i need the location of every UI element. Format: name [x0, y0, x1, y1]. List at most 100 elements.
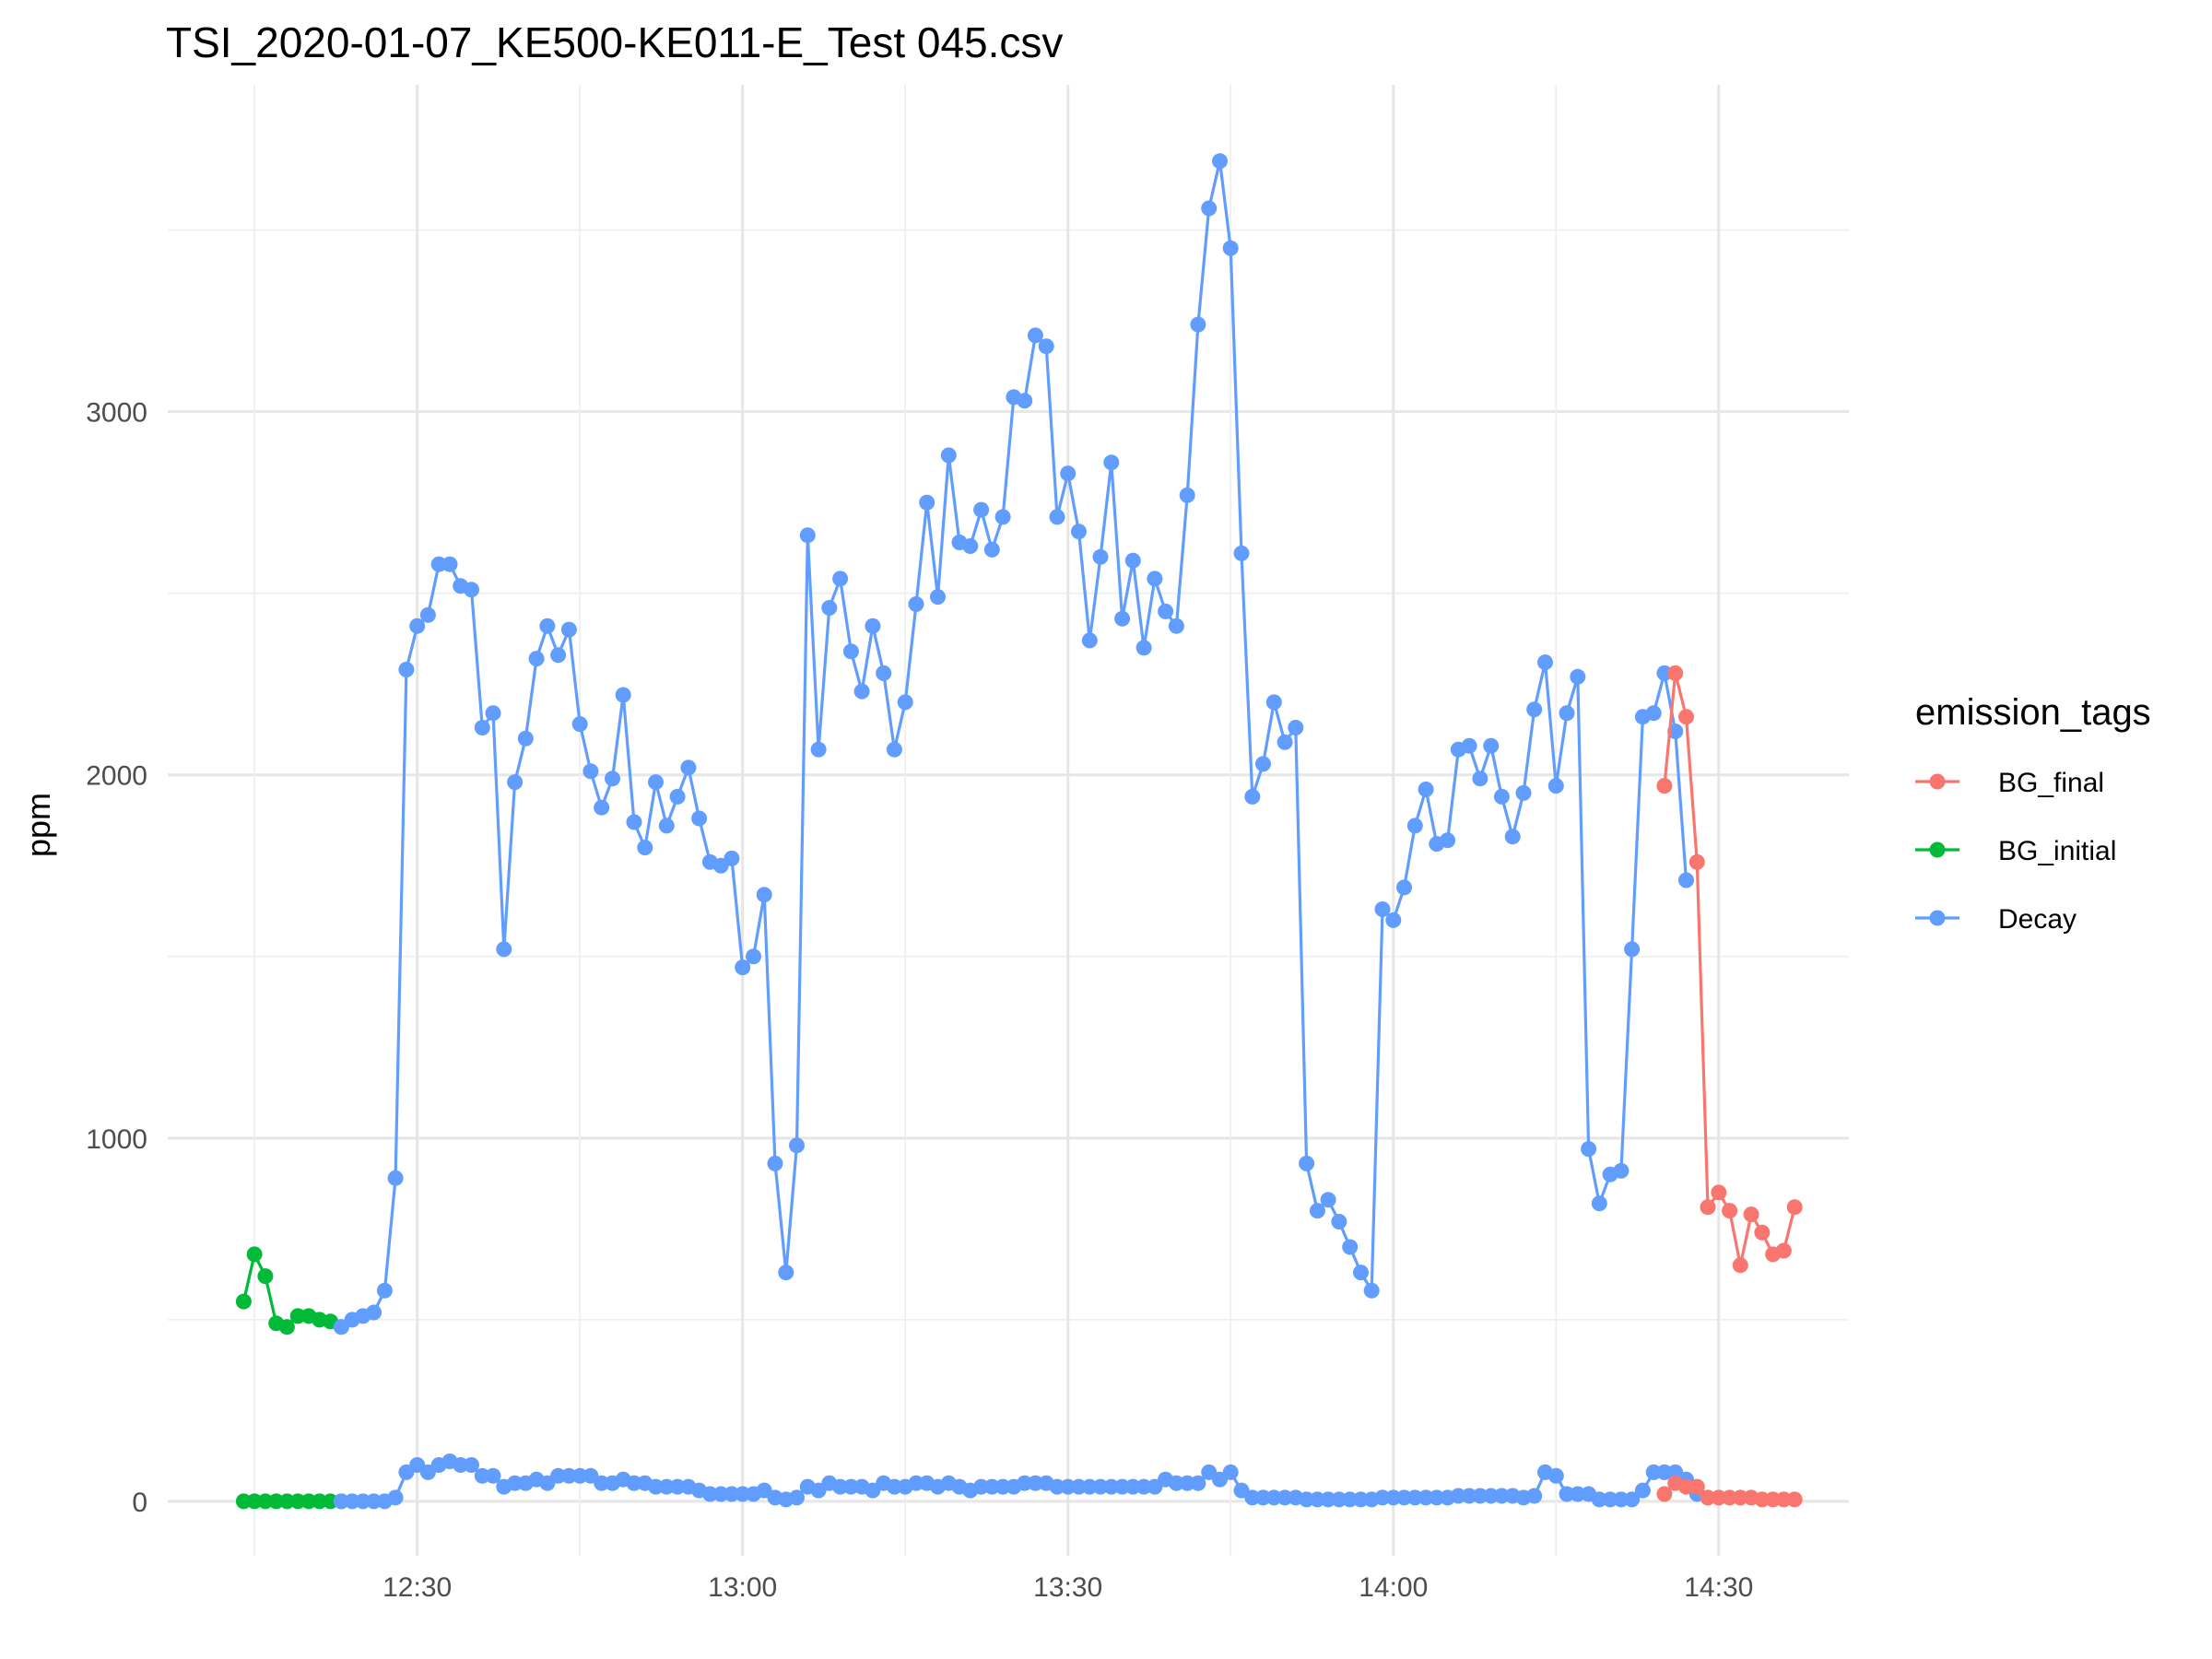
x-tick-labels: 12:30 13:00 13:30 14:00 14:30 — [382, 1572, 1753, 1603]
y-tick-labels: 0 1000 2000 3000 — [86, 398, 147, 1518]
data-point — [886, 741, 902, 758]
series-bg-final — [1656, 1475, 1803, 1508]
data-point — [289, 1493, 306, 1510]
data-point — [1624, 1491, 1641, 1508]
data-point — [1559, 1486, 1575, 1502]
data-point — [1678, 709, 1694, 725]
data-point — [300, 1493, 317, 1510]
legend-label: BG_final — [1998, 768, 2104, 798]
x-tick-label: 13:00 — [708, 1572, 777, 1603]
data-point — [962, 538, 979, 554]
data-point — [1656, 778, 1673, 794]
data-point — [594, 1475, 610, 1491]
data-point — [1179, 487, 1195, 503]
data-point — [1688, 853, 1705, 870]
data-point — [1461, 1488, 1477, 1504]
data-point — [821, 600, 838, 616]
data-point — [983, 1478, 1000, 1495]
data-point — [1027, 327, 1043, 344]
data-point — [1526, 701, 1543, 718]
data-point — [1429, 1489, 1445, 1506]
data-point — [1700, 1199, 1716, 1216]
data-point — [1244, 788, 1261, 805]
data-point — [387, 1170, 404, 1186]
data-point — [441, 556, 458, 572]
data-point — [1222, 1464, 1239, 1480]
data-point — [1418, 1489, 1434, 1506]
data-point — [1613, 1491, 1630, 1508]
data-point — [789, 1137, 805, 1154]
data-point — [474, 720, 490, 735]
y-tick-label: 0 — [132, 1488, 147, 1518]
legend-item: BG_initial — [1915, 836, 2116, 866]
data-point — [1450, 1488, 1466, 1504]
data-point — [1732, 1257, 1748, 1274]
data-point — [1277, 1489, 1293, 1506]
data-point — [1656, 665, 1673, 681]
data-point — [1049, 509, 1065, 525]
data-point — [1613, 1162, 1630, 1179]
data-point — [1277, 734, 1293, 750]
data-point — [1483, 1488, 1500, 1504]
data-point — [1060, 1478, 1077, 1495]
data-point — [474, 1467, 490, 1484]
data-point — [691, 810, 708, 827]
data-point — [626, 814, 642, 830]
data-point — [1493, 788, 1510, 805]
data-point — [246, 1493, 263, 1510]
series-bg-final — [1656, 665, 1803, 1274]
data-point — [1537, 654, 1553, 671]
data-point — [1342, 1239, 1359, 1255]
data-point — [1440, 832, 1456, 849]
data-point — [1396, 879, 1412, 896]
data-point — [278, 1493, 295, 1510]
data-point — [560, 621, 577, 638]
data-point — [1656, 1464, 1673, 1480]
data-point — [1265, 1489, 1282, 1506]
data-point — [1124, 1478, 1141, 1495]
legend-item: Decay — [1915, 904, 2077, 935]
legend-key-point — [1929, 910, 1946, 926]
data-point — [507, 774, 524, 791]
data-point — [268, 1493, 285, 1510]
data-point — [605, 771, 620, 787]
data-point — [1722, 1203, 1738, 1219]
data-point — [1645, 705, 1662, 722]
data-point — [1190, 316, 1206, 333]
data-point — [1385, 912, 1402, 928]
data-point — [701, 1486, 718, 1502]
data-point — [1060, 465, 1077, 482]
y-axis-title: ppm — [19, 793, 57, 857]
series-decay — [333, 153, 1694, 1335]
data-point — [1374, 901, 1391, 917]
data-point — [496, 941, 512, 958]
data-point — [1212, 153, 1228, 170]
data-point — [724, 1486, 740, 1502]
data-point — [1049, 1478, 1065, 1495]
data-point — [1581, 1141, 1597, 1158]
data-point — [257, 1268, 274, 1285]
data-point — [1179, 1475, 1195, 1491]
data-point — [876, 665, 892, 681]
data-point — [235, 1493, 252, 1510]
data-point — [1331, 1214, 1347, 1230]
data-point — [1071, 524, 1087, 540]
data-point — [560, 1467, 577, 1484]
data-point — [1147, 571, 1163, 587]
data-point — [1092, 548, 1109, 565]
data-point — [1504, 829, 1521, 845]
data-point — [528, 651, 545, 667]
legend: emission_tags BG_final BG_initial Decay — [1915, 692, 2151, 935]
data-point — [973, 501, 990, 518]
data-point — [409, 618, 426, 634]
data-point — [1786, 1199, 1803, 1216]
data-point — [658, 1478, 675, 1495]
data-point — [1158, 603, 1174, 619]
data-point — [1222, 240, 1239, 256]
data-point — [1092, 1478, 1109, 1495]
data-point — [278, 1319, 295, 1335]
data-point — [1656, 1486, 1673, 1502]
data-point — [1396, 1489, 1412, 1506]
data-point — [842, 1478, 859, 1495]
